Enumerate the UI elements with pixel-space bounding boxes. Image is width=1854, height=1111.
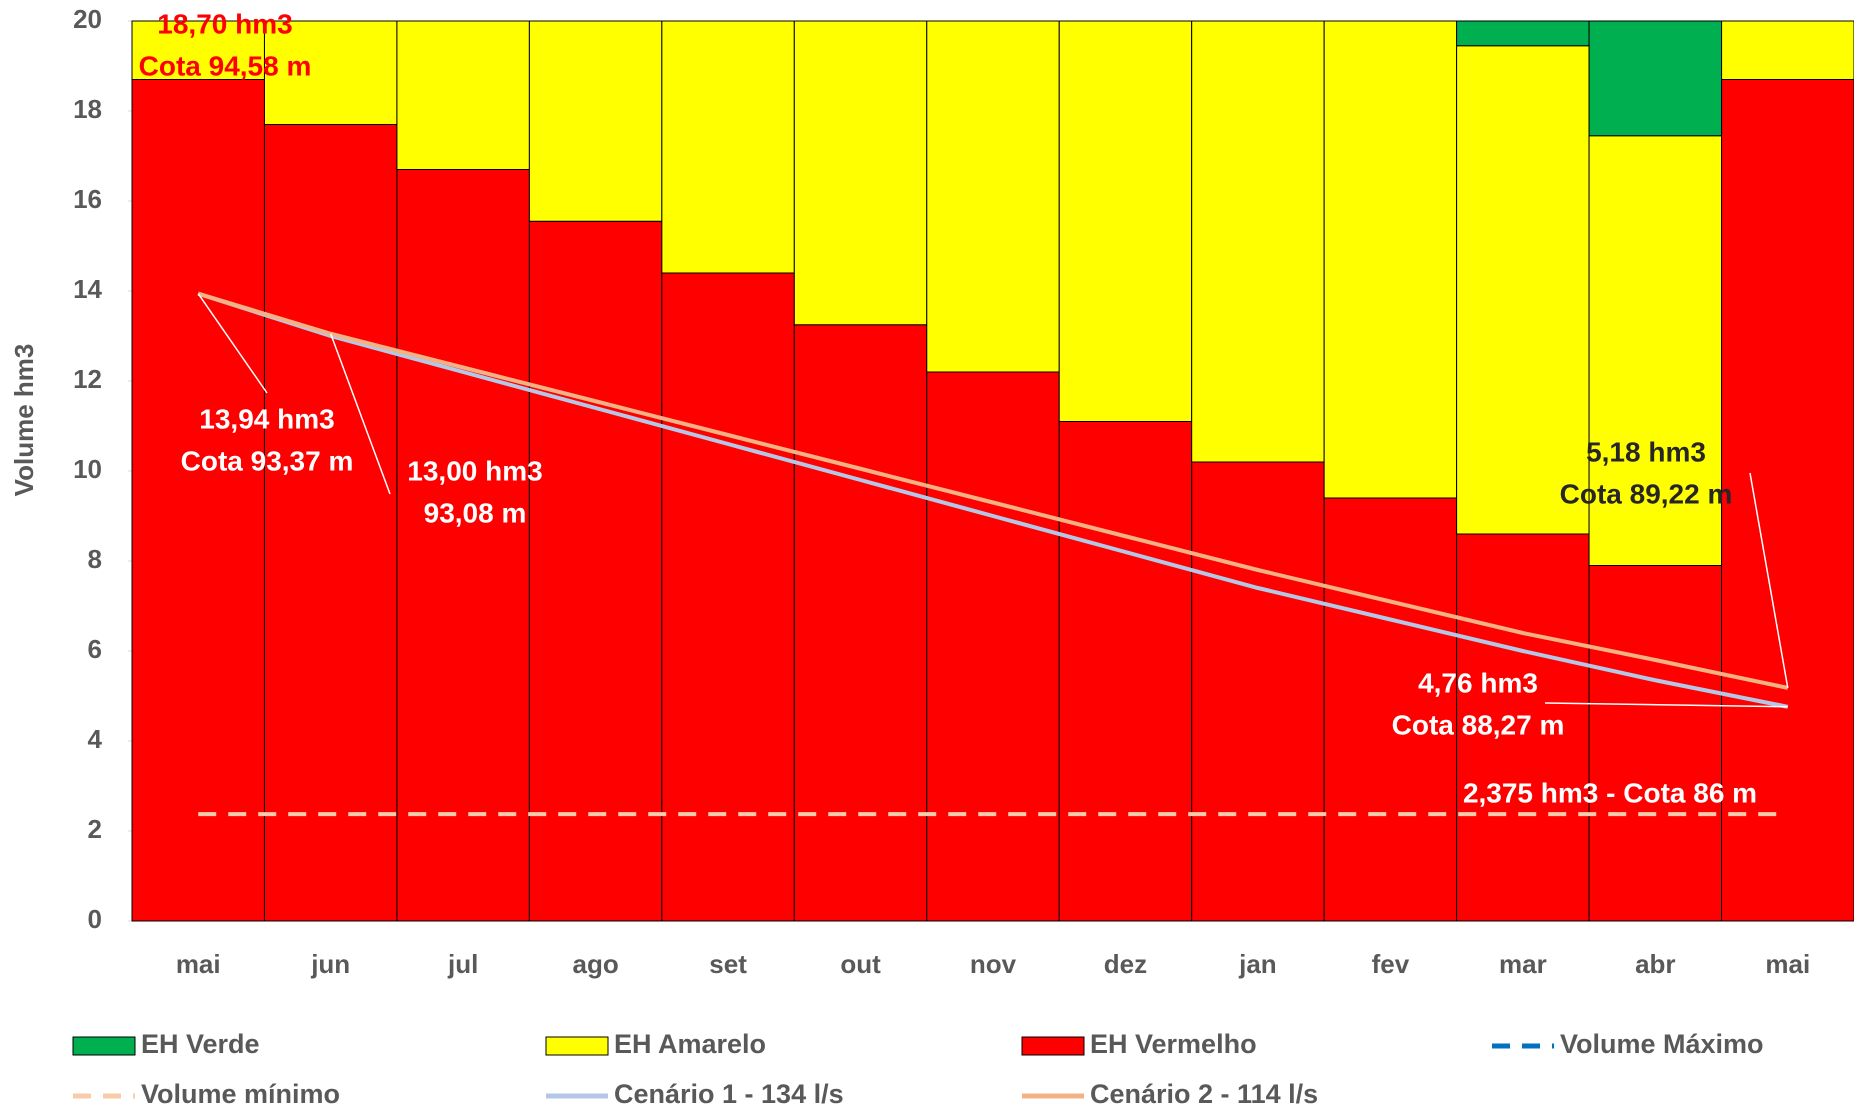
bar-segment [1191,20,1325,463]
y-tick-label: 4 [88,724,103,754]
bar-segment [1456,20,1590,47]
bar-segment [661,20,795,274]
legend-label: EH Amarelo [614,1029,766,1059]
annotation: 2,375 hm3 - Cota 86 m [1463,777,1757,808]
y-tick-label: 0 [88,904,102,934]
bar-segment [263,20,398,125]
bar-segment [1191,461,1325,922]
legend-label: Cenário 1 - 134 l/s [614,1079,844,1109]
bar-segment [661,272,795,922]
leader-line [329,333,391,495]
bar-segment [1588,565,1723,922]
legend-label: Volume Máximo [1560,1029,1764,1059]
y-tick-label: 18 [73,94,102,124]
y-tick-label: 6 [88,634,102,664]
bar-segment [793,324,928,922]
bar-segment [1721,20,1854,80]
x-tick-label: set [709,949,747,979]
legend-label: EH Verde [141,1029,260,1059]
bar-segment [1323,497,1458,922]
bar-segment [396,20,530,170]
bar-segment [528,220,663,922]
annotation: Cota 93,37 m [181,445,354,476]
annotation: Cota 94,58 m [139,50,312,81]
x-tick-label: jun [310,949,350,979]
x-tick-label: mai [1765,949,1810,979]
annotation: Cota 89,22 m [1560,478,1733,509]
bar-segment [1058,421,1193,922]
x-tick-label: mai [176,949,221,979]
x-tick-label: mar [1499,949,1547,979]
y-tick-label: 2 [88,814,102,844]
x-tick-label: out [840,949,881,979]
bar-segment [1058,20,1193,422]
legend-swatch [545,1036,609,1056]
bar-segment [1456,533,1590,922]
bar-segment [1323,20,1458,499]
annotation: 5,18 hm3 [1586,436,1706,467]
bar-segment [793,20,928,326]
y-axis-label: Volume hm3 [9,344,39,497]
bar-segment [1456,45,1590,535]
legend-label: Cenário 2 - 114 l/s [1090,1079,1318,1109]
annotation: 4,76 hm3 [1418,667,1538,698]
y-tick-label: 16 [73,184,102,214]
bar-segment [131,79,265,922]
bar-segment [926,371,1060,922]
y-tick-label: 20 [73,4,102,34]
leader-line [197,293,268,394]
y-tick-label: 14 [73,274,102,304]
x-tick-label: fev [1372,949,1410,979]
legend-swatch [72,1036,136,1056]
bar-segment [131,20,265,80]
line [197,291,1789,690]
annotation: Cota 88,27 m [1392,709,1565,740]
y-tick-label: 8 [88,544,102,574]
legend-label: EH Vermelho [1090,1029,1257,1059]
bar-segment [528,20,663,222]
x-tick-label: abr [1635,949,1675,979]
bar-segment [926,20,1060,373]
annotation: 13,94 hm3 [199,403,334,434]
annotation: 13,00 hm3 [407,455,542,486]
bar-segment [1588,135,1723,566]
annotation: 93,08 m [424,497,527,528]
bar-segment [396,169,530,922]
y-tick-label: 10 [73,454,102,484]
x-tick-label: ago [572,949,618,979]
bar-segment [1588,20,1723,137]
x-tick-label: jul [447,949,478,979]
line [197,291,1789,709]
x-tick-label: dez [1104,949,1147,979]
bar-segment [1721,79,1854,922]
x-tick-label: jan [1238,949,1277,979]
leader-line [1544,702,1788,708]
legend-label: Volume mínimo [141,1079,340,1109]
x-tick-label: nov [970,949,1017,979]
annotation: 18,70 hm3 [157,8,292,39]
leader-line [1749,472,1789,689]
y-tick-label: 12 [73,364,102,394]
bar-segment [263,124,398,922]
legend-swatch [1021,1036,1085,1056]
